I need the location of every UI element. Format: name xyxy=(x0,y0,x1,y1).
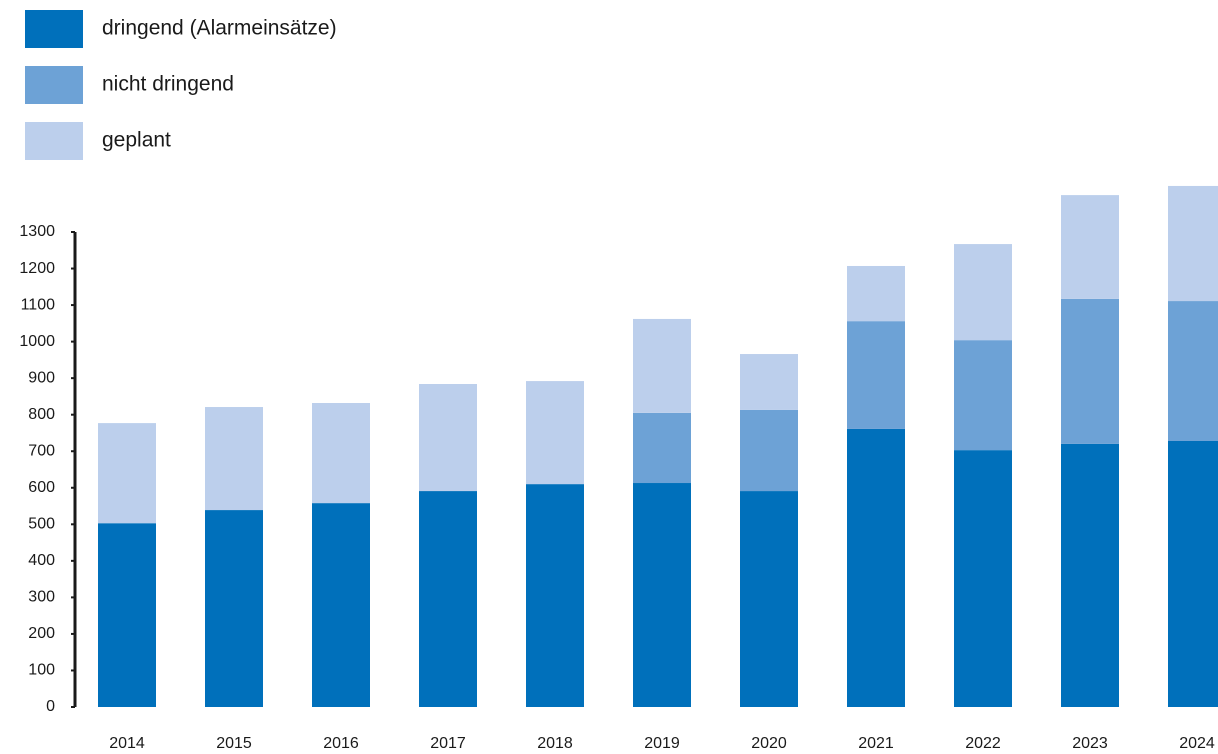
bar-segment xyxy=(740,409,798,492)
bar-segment xyxy=(1061,443,1119,707)
bar-segment xyxy=(954,450,1012,707)
bar-segment xyxy=(740,354,798,410)
bar-segment xyxy=(526,381,584,485)
y-tick-label: 300 xyxy=(28,589,55,606)
legend-label: geplant xyxy=(102,129,171,152)
legend-swatch xyxy=(25,10,83,48)
bar-segment xyxy=(847,321,905,429)
bar-segment xyxy=(1168,301,1218,441)
x-tick-label: 2014 xyxy=(109,735,145,752)
legend-swatch xyxy=(25,66,83,104)
bar-segment xyxy=(419,384,477,492)
bar-segment xyxy=(98,523,156,707)
x-tick-label: 2020 xyxy=(751,735,787,752)
y-tick-label: 700 xyxy=(28,442,55,459)
y-tick-label: 1100 xyxy=(21,296,56,313)
x-tick-label: 2018 xyxy=(537,735,573,752)
y-tick-label: 100 xyxy=(28,662,55,679)
bar-segment xyxy=(205,407,263,511)
bar-segment xyxy=(312,403,370,504)
legend-label: nicht dringend xyxy=(102,73,234,96)
bar-segment xyxy=(1168,185,1218,302)
legend-swatch xyxy=(25,122,83,160)
bar-segment xyxy=(633,483,691,707)
x-tick-label: 2022 xyxy=(965,735,1001,752)
y-tick-label: 1200 xyxy=(19,260,55,277)
bar-segment xyxy=(1061,298,1119,444)
y-tick-label: 1000 xyxy=(19,333,55,350)
y-tick-label: 0 xyxy=(46,698,55,715)
bar-segment xyxy=(740,491,798,707)
legend-label: dringend (Alarmeinsätze) xyxy=(102,17,337,40)
x-tick-label: 2017 xyxy=(430,735,466,752)
bar-segment xyxy=(847,265,905,322)
bar-segment xyxy=(312,503,370,707)
bar-segment xyxy=(633,318,691,413)
x-tick-label: 2021 xyxy=(858,735,894,752)
bar-segment xyxy=(419,491,477,707)
bar-segment xyxy=(1061,195,1119,299)
y-tick-label: 800 xyxy=(28,406,55,423)
bar-segment xyxy=(526,484,584,707)
x-tick-label: 2015 xyxy=(216,735,252,752)
x-tick-label: 2024 xyxy=(1179,735,1215,752)
bar-segment xyxy=(1168,441,1218,707)
x-tick-label: 2023 xyxy=(1072,735,1108,752)
bar-segment xyxy=(205,510,263,707)
x-tick-label: 2016 xyxy=(323,735,359,752)
bar-segment xyxy=(954,244,1012,341)
y-tick-label: 900 xyxy=(28,369,55,386)
y-tick-label: 400 xyxy=(28,552,55,569)
bar-segment xyxy=(954,340,1012,451)
y-tick-label: 600 xyxy=(28,479,55,496)
y-tick-label: 200 xyxy=(28,625,55,642)
x-tick-label: 2019 xyxy=(644,735,680,752)
bar-segment xyxy=(633,412,691,484)
y-tick-label: 500 xyxy=(28,516,55,533)
y-tick-label: 1300 xyxy=(19,223,55,240)
bar-segment xyxy=(98,423,156,524)
bar-segment xyxy=(847,428,905,707)
